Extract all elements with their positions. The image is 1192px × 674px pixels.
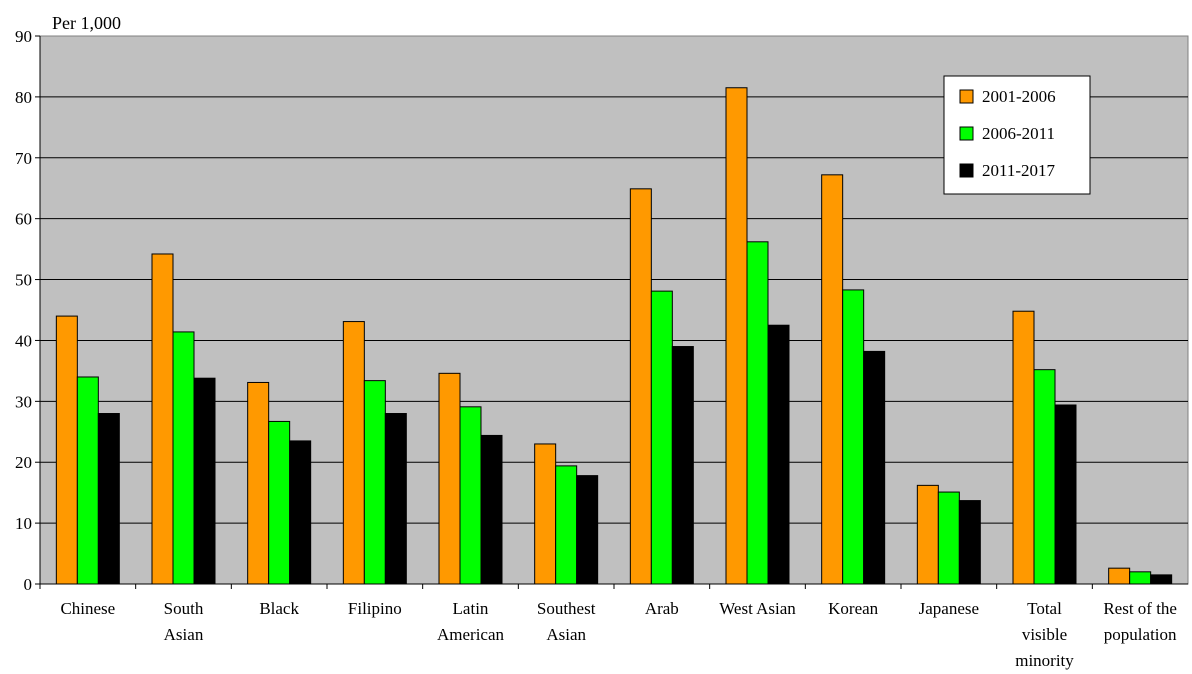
x-category-label: Arab <box>645 599 679 618</box>
x-category-label: population <box>1104 625 1177 644</box>
legend: 2001-2006 2006-2011 2011-2017 <box>943 75 1091 195</box>
bar-2011-2017-1 <box>193 377 216 585</box>
legend-label: 2011-2017 <box>982 161 1056 180</box>
x-category-label: Latin <box>453 599 489 618</box>
bar-2011-2017-0 <box>97 413 120 585</box>
bar-2011-2017-11 <box>1150 574 1173 585</box>
y-tick-label: 90 <box>15 27 32 46</box>
y-tick-label: 10 <box>15 514 32 533</box>
bar-2001-2006-2 <box>247 381 270 585</box>
bar-2011-2017-2 <box>289 440 312 585</box>
bar-2011-2017-10 <box>1054 404 1077 585</box>
bar-2006-2011-2 <box>268 420 291 585</box>
bar-2001-2006-3 <box>342 321 365 585</box>
bars <box>40 87 1188 585</box>
y-tick-label: 60 <box>15 210 32 229</box>
y-tick-label: 70 <box>15 149 32 168</box>
y-tick-label: 40 <box>15 331 32 350</box>
bar-2006-2011-1 <box>172 331 195 585</box>
bar-2006-2011-4 <box>459 406 482 585</box>
x-category-label: Total <box>1027 599 1062 618</box>
legend-label: 2001-2006 <box>982 87 1056 106</box>
bar-2001-2006-11 <box>1108 567 1131 585</box>
bar-2006-2011-6 <box>650 290 673 585</box>
x-category-label: visible <box>1022 625 1067 644</box>
bar-2006-2011-11 <box>1129 571 1152 585</box>
x-axis: Chinese South Asian Black Filipino Latin Ameri… <box>39 584 1177 670</box>
bar-2001-2006-0 <box>55 315 78 585</box>
bar-2001-2006-5 <box>534 443 557 585</box>
y-axis: 0 10 20 30 40 50 60 70 80 90 <box>15 27 41 594</box>
bar-2011-2017-8 <box>863 350 886 585</box>
y-tick-label: 80 <box>15 88 32 107</box>
x-category-label: Chinese <box>60 599 115 618</box>
bar-2001-2006-4 <box>438 372 461 585</box>
x-category-label: South <box>164 599 204 618</box>
bar-2011-2017-5 <box>576 475 599 585</box>
x-category-label: Korean <box>828 599 879 618</box>
bar-2011-2017-7 <box>767 324 790 585</box>
bar-2011-2017-6 <box>671 346 694 585</box>
x-category-label: Asian <box>546 625 586 644</box>
bar-2006-2011-3 <box>363 380 386 585</box>
x-category-label: West Asian <box>719 599 796 618</box>
bar-2011-2017-9 <box>958 500 981 585</box>
legend-label: 2006-2011 <box>982 124 1055 143</box>
bar-2006-2011-7 <box>746 241 769 585</box>
legend-swatch <box>959 89 974 104</box>
bar-2001-2006-6 <box>629 188 652 585</box>
bar-2001-2006-8 <box>821 174 844 585</box>
x-category-label: minority <box>1015 651 1074 670</box>
legend-swatch <box>959 163 974 178</box>
legend-swatch <box>959 126 974 141</box>
y-tick-label: 0 <box>24 575 33 594</box>
bar-2006-2011-8 <box>842 289 865 585</box>
bar-2011-2017-3 <box>384 413 407 585</box>
x-category-label: Southest <box>537 599 596 618</box>
bar-2006-2011-10 <box>1033 369 1056 585</box>
bar-2001-2006-1 <box>151 253 174 585</box>
x-category-label: Filipino <box>348 599 402 618</box>
bar-2001-2006-9 <box>916 484 939 585</box>
x-category-label: Black <box>259 599 299 618</box>
y-tick-label: 30 <box>15 392 32 411</box>
bar-2006-2011-9 <box>937 491 960 585</box>
bar-2006-2011-0 <box>76 376 99 585</box>
bar-2001-2006-7 <box>725 87 748 585</box>
x-category-label: Rest of the <box>1103 599 1177 618</box>
y-tick-label: 50 <box>15 271 32 290</box>
bar-2001-2006-10 <box>1012 310 1035 585</box>
x-category-label: Asian <box>164 625 204 644</box>
y-tick-label: 20 <box>15 453 32 472</box>
x-category-label: American <box>437 625 505 644</box>
y-unit-label: Per 1,000 <box>52 13 121 33</box>
bar-2006-2011-5 <box>555 465 578 585</box>
bar-2011-2017-4 <box>480 434 503 585</box>
x-category-label: Japanese <box>919 599 979 618</box>
